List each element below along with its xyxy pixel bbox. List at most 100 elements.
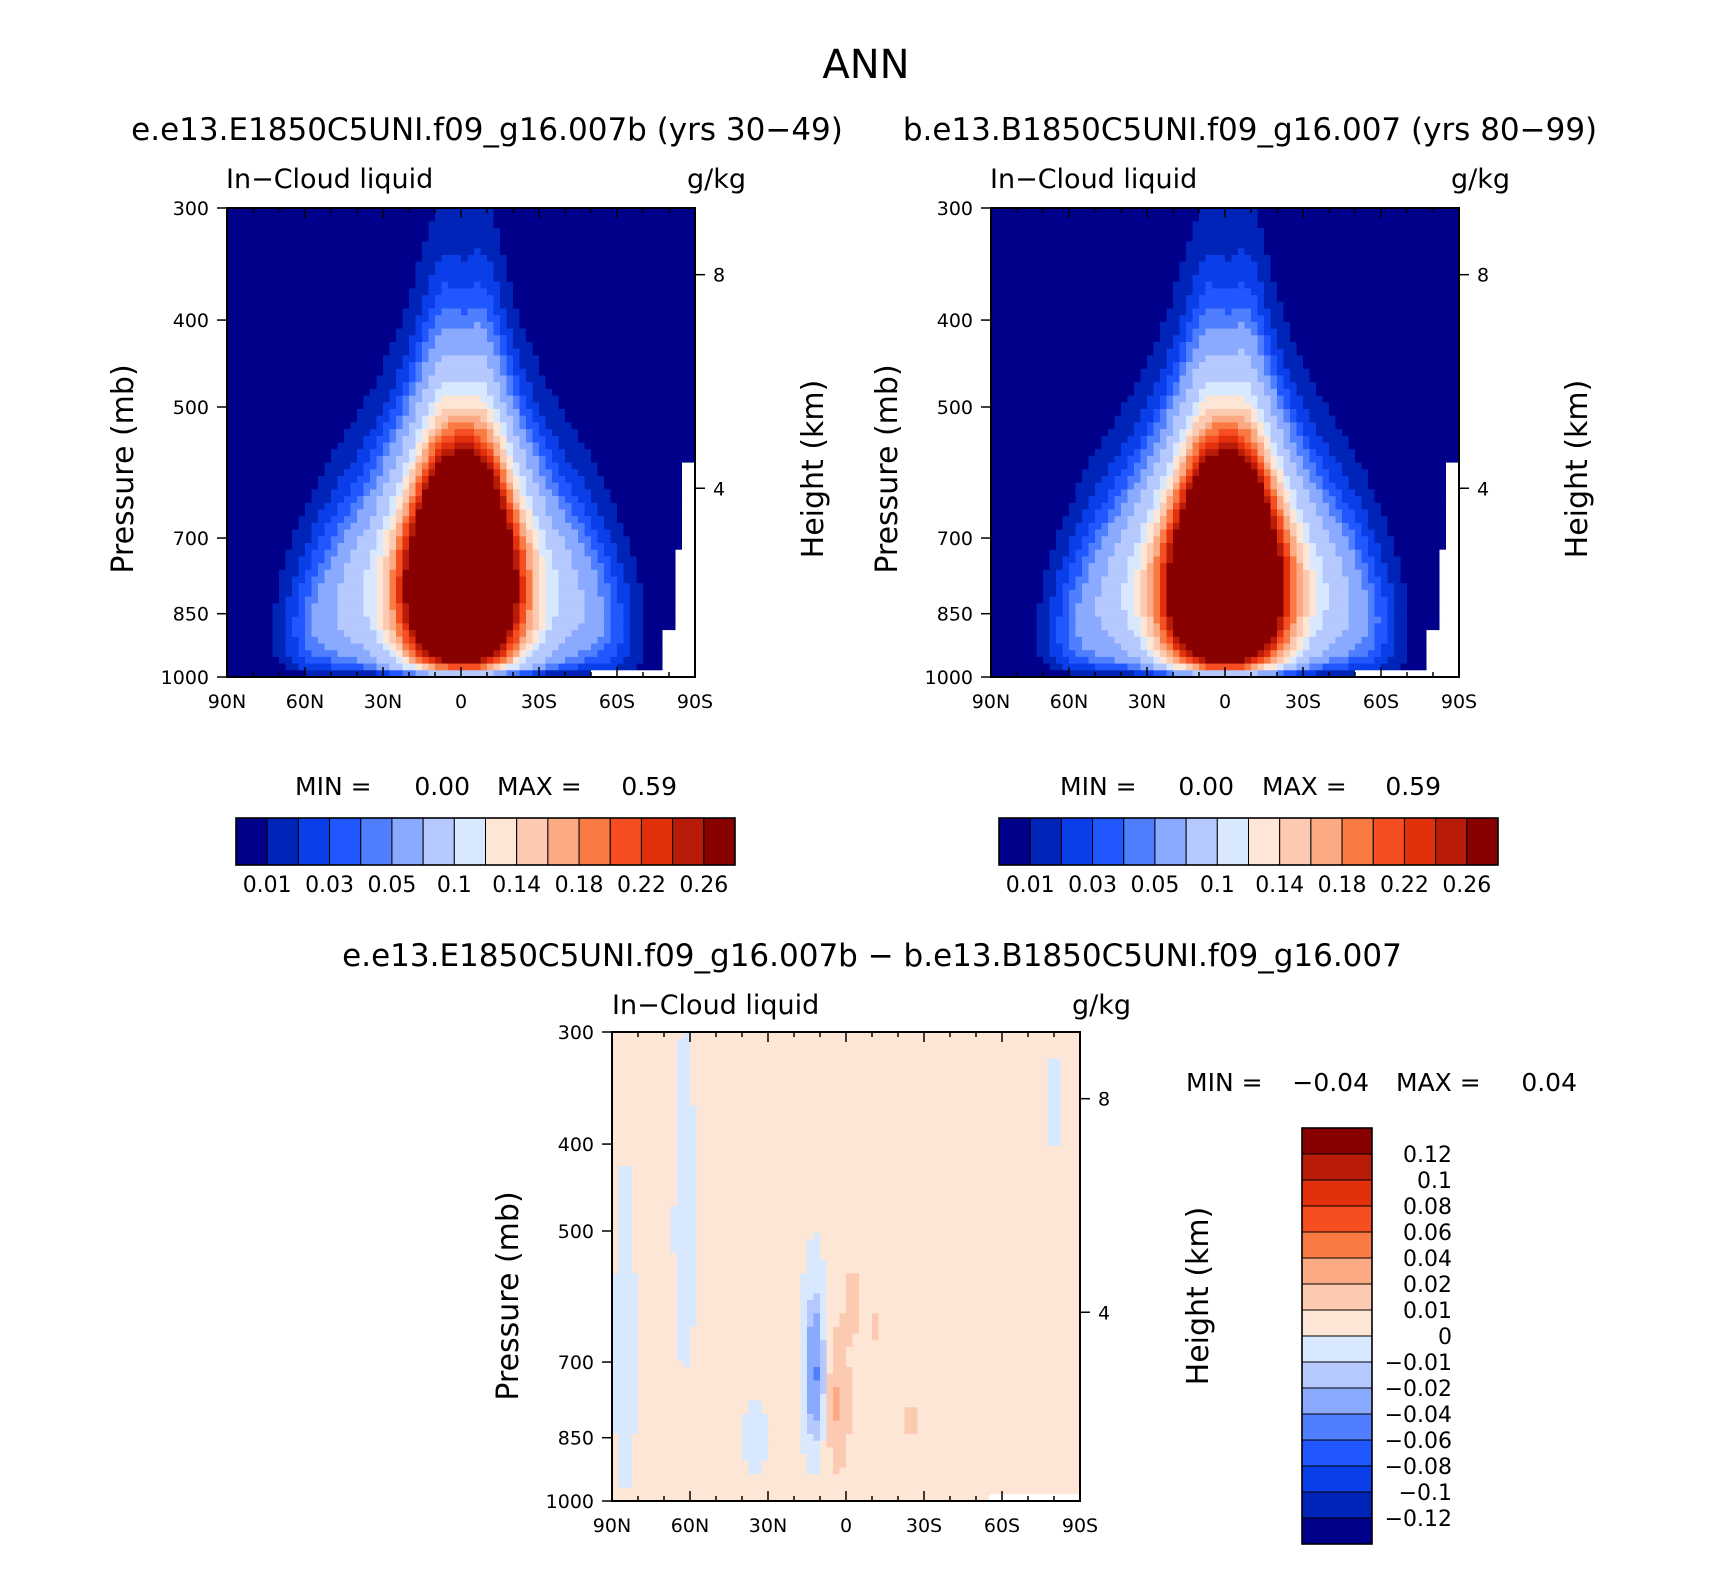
heatmap-cell (617, 556, 625, 564)
heatmap-cell (597, 569, 605, 578)
heatmap-cell (604, 636, 612, 645)
heatmap-cell (266, 563, 274, 571)
heatmap-cell (487, 308, 495, 316)
heatmap-cell (584, 596, 592, 604)
heatmap-cell (571, 395, 579, 403)
heatmap-cell (636, 234, 644, 243)
heatmap-cell (357, 663, 365, 671)
heatmap-cell (415, 449, 423, 457)
heatmap-cell (318, 656, 326, 665)
heatmap-cell (643, 214, 651, 222)
heatmap-cell (682, 455, 690, 464)
heatmap-cell (428, 556, 436, 564)
heatmap-cell (532, 254, 540, 263)
heatmap-cell (552, 630, 560, 638)
heatmap-cell (480, 321, 488, 330)
heatmap-cell (500, 455, 508, 464)
heatmap-cell (233, 241, 241, 249)
heatmap-cell (604, 422, 612, 430)
heatmap-cell (662, 362, 670, 370)
heatmap-cell (571, 536, 579, 544)
heatmap-cell (545, 348, 553, 356)
heatmap-cell (506, 288, 514, 296)
heatmap-cell (240, 409, 248, 417)
heatmap-cell (526, 301, 534, 310)
heatmap-cell (610, 234, 618, 243)
heatmap-cell (539, 482, 547, 490)
heatmap-cell (493, 335, 501, 343)
heatmap-cell (630, 315, 638, 323)
heatmap-cell (552, 589, 560, 598)
heatmap-cell (532, 623, 540, 631)
heatmap-cell (571, 656, 579, 665)
heatmap-cell (461, 509, 469, 517)
heatmap-cell (409, 321, 417, 330)
heatmap-cell (305, 295, 313, 303)
heatmap-cell (448, 476, 456, 484)
heatmap-cell (233, 449, 241, 457)
heatmap-cell (370, 234, 378, 243)
heatmap-cell (604, 208, 612, 216)
heatmap-cell (519, 241, 527, 249)
heatmap-cell (623, 362, 631, 370)
heatmap-cell (305, 248, 313, 256)
heatmap-cell (331, 415, 339, 423)
heatmap-cell (279, 214, 287, 222)
heatmap-cell (454, 234, 462, 243)
heatmap-cell (539, 268, 547, 276)
heatmap-cell (324, 409, 332, 417)
heatmap-cell (688, 221, 696, 229)
heatmap-cell (357, 656, 365, 665)
heatmap-cell (636, 221, 644, 229)
heatmap-cell (545, 382, 553, 390)
heatmap-cell (578, 422, 586, 430)
heatmap-cell (532, 301, 540, 310)
heatmap-cell (298, 402, 306, 410)
heatmap-cell (571, 482, 579, 490)
heatmap-cell (370, 610, 378, 618)
heatmap-cell (584, 248, 592, 256)
heatmap-cell (558, 469, 566, 477)
heatmap-cell (285, 214, 293, 222)
heatmap-cell (539, 455, 547, 464)
heatmap-cell (279, 429, 287, 437)
heatmap-cell (318, 221, 326, 229)
heatmap-cell (253, 248, 261, 256)
heatmap-cell (467, 248, 475, 256)
heatmap-cell (643, 549, 651, 557)
heatmap-cell (636, 295, 644, 303)
heatmap-cell (246, 355, 254, 363)
heatmap-cell (266, 489, 274, 497)
heatmap-cell (487, 275, 495, 283)
heatmap-cell (636, 261, 644, 269)
heatmap-cell (688, 449, 696, 457)
heatmap-cell (383, 208, 391, 216)
heatmap-cell (428, 583, 436, 591)
heatmap-cell (474, 656, 482, 665)
heatmap-cell (337, 214, 345, 222)
heatmap-cell (454, 496, 462, 504)
heatmap-cell (337, 248, 345, 256)
heatmap-cell (552, 295, 560, 303)
heatmap-cell (584, 476, 592, 484)
heatmap-cell (487, 616, 495, 624)
heatmap-cell (272, 563, 280, 571)
heatmap-cell (311, 630, 319, 638)
heatmap-cell (578, 563, 586, 571)
heatmap-cell (305, 663, 313, 671)
heatmap-cell (259, 395, 267, 403)
heatmap-cell (591, 268, 599, 276)
heatmap-cell (396, 254, 404, 263)
heatmap-cell (318, 335, 326, 343)
heatmap-cell (636, 603, 644, 611)
heatmap-cell (279, 234, 287, 243)
heatmap-cell (370, 529, 378, 537)
heatmap-cell (487, 469, 495, 477)
heatmap-cell (240, 362, 248, 370)
heatmap-cell (526, 630, 534, 638)
heatmap-cell (298, 261, 306, 269)
heatmap-cell (578, 469, 586, 477)
heatmap-cell (539, 362, 547, 370)
heatmap-cell (318, 388, 326, 397)
heatmap-cell (610, 241, 618, 249)
